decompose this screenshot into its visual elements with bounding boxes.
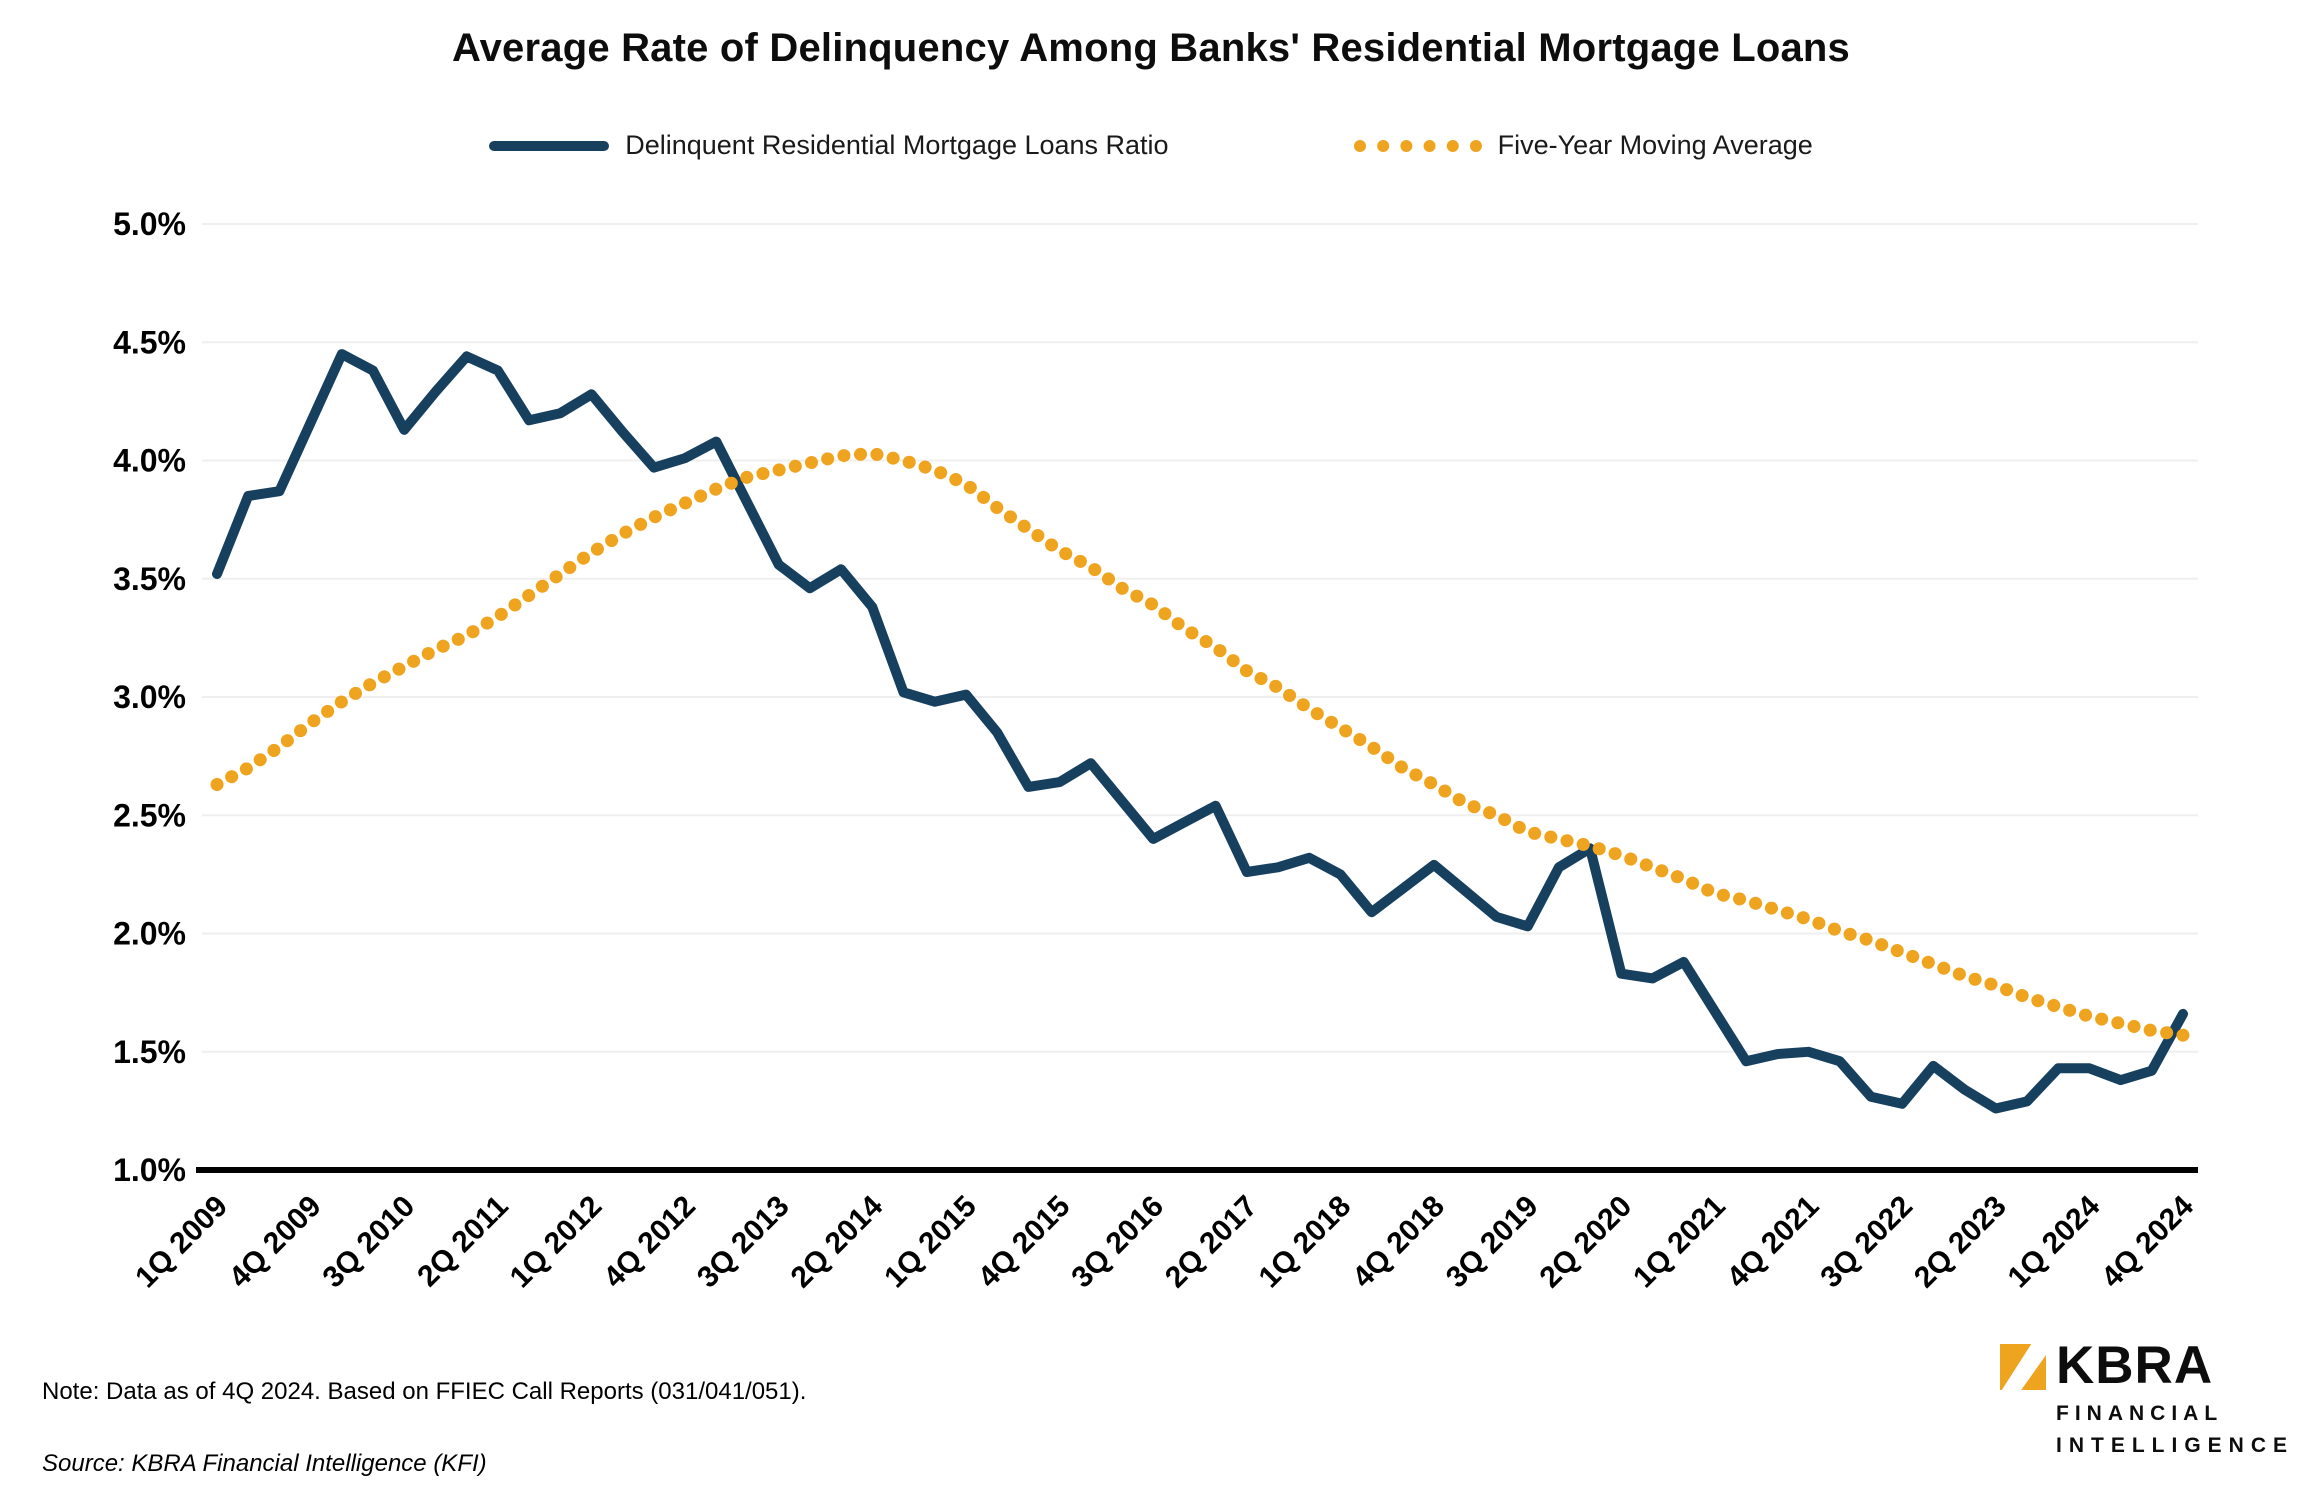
x-tick-label: 3Q 2016 bbox=[1065, 1190, 1170, 1295]
kbra-logo-mark-icon bbox=[2000, 1344, 2046, 1390]
source-note: Source: KBRA Financial Intelligence (KFI… bbox=[42, 1450, 487, 1477]
series-line-moving-average bbox=[210, 446, 2190, 1042]
x-tick-label: 3Q 2022 bbox=[1814, 1190, 1919, 1295]
x-tick-label: 2Q 2020 bbox=[1534, 1190, 1639, 1295]
x-tick-label: 2Q 2023 bbox=[1908, 1190, 2013, 1295]
x-tick-label: 1Q 2021 bbox=[1627, 1190, 1732, 1295]
y-axis-labels: 5.0% 4.5% 4.0% 3.5% 3.0% 2.5% 2.0% 1.5% 1.0% bbox=[113, 206, 186, 1188]
x-tick-label: 1Q 2012 bbox=[504, 1190, 609, 1295]
x-tick-label: 2Q 2017 bbox=[1159, 1190, 1264, 1295]
legend-label-delinquency-ratio: Delinquent Residential Mortgage Loans Ra… bbox=[625, 130, 1169, 160]
kbra-logo-text: KBRA FINANCIAL INTELLIGENCE bbox=[2056, 1336, 2295, 1458]
dotted-line-swatch-icon bbox=[1353, 139, 1482, 152]
kbra-logo-intelligence: INTELLIGENCE bbox=[2056, 1433, 2295, 1457]
gridlines bbox=[202, 223, 2198, 1053]
x-tick-label: 4Q 2012 bbox=[597, 1190, 702, 1295]
x-tick-label: 4Q 2018 bbox=[1346, 1190, 1451, 1295]
kbra-logo: KBRA FINANCIAL INTELLIGENCE bbox=[2000, 1336, 2295, 1458]
legend-item-moving-average: Five-Year Moving Average bbox=[1353, 130, 1813, 161]
kbra-logo-name: KBRA bbox=[2056, 1336, 2214, 1395]
legend-label-moving-average: Five-Year Moving Average bbox=[1497, 130, 1813, 160]
y-tick-label: 2.5% bbox=[113, 797, 186, 833]
x-tick-label: 4Q 2009 bbox=[223, 1190, 328, 1295]
y-tick-label: 1.0% bbox=[113, 1152, 186, 1188]
kbra-logo-financial: FINANCIAL bbox=[2056, 1401, 2224, 1425]
y-tick-label: 4.0% bbox=[113, 443, 186, 479]
y-tick-label: 5.0% bbox=[113, 206, 186, 242]
solid-line-swatch-icon bbox=[489, 140, 610, 151]
chart-legend: Delinquent Residential Mortgage Loans Ra… bbox=[0, 130, 2302, 161]
x-tick-label: 2Q 2011 bbox=[411, 1190, 515, 1294]
y-tick-label: 2.0% bbox=[113, 916, 186, 952]
x-tick-label: 3Q 2019 bbox=[1440, 1190, 1545, 1295]
x-tick-label: 4Q 2015 bbox=[972, 1190, 1077, 1295]
y-tick-label: 3.5% bbox=[113, 561, 186, 597]
y-tick-label: 1.5% bbox=[113, 1034, 186, 1070]
x-tick-label: 3Q 2013 bbox=[691, 1190, 796, 1295]
footnote: Note: Data as of 4Q 2024. Based on FFIEC… bbox=[42, 1378, 807, 1405]
series-line-delinquency-ratio bbox=[212, 349, 2188, 1114]
y-tick-label: 4.5% bbox=[113, 324, 186, 360]
x-tick-label: 3Q 2010 bbox=[316, 1190, 421, 1295]
x-tick-label: 1Q 2018 bbox=[1253, 1190, 1358, 1295]
x-tick-label: 1Q 2015 bbox=[878, 1190, 983, 1295]
y-tick-label: 3.0% bbox=[113, 679, 186, 715]
legend-item-delinquency-ratio: Delinquent Residential Mortgage Loans Ra… bbox=[489, 130, 1169, 161]
chart-title: Average Rate of Delinquency Among Banks'… bbox=[451, 26, 1850, 70]
x-tick-label: 4Q 2021 bbox=[1721, 1190, 1826, 1295]
x-tick-label: 1Q 2009 bbox=[129, 1190, 234, 1295]
x-tick-label: 1Q 2024 bbox=[2002, 1189, 2107, 1294]
x-tick-label: 2Q 2014 bbox=[785, 1189, 890, 1294]
x-tick-label: 4Q 2024 bbox=[2095, 1189, 2200, 1294]
